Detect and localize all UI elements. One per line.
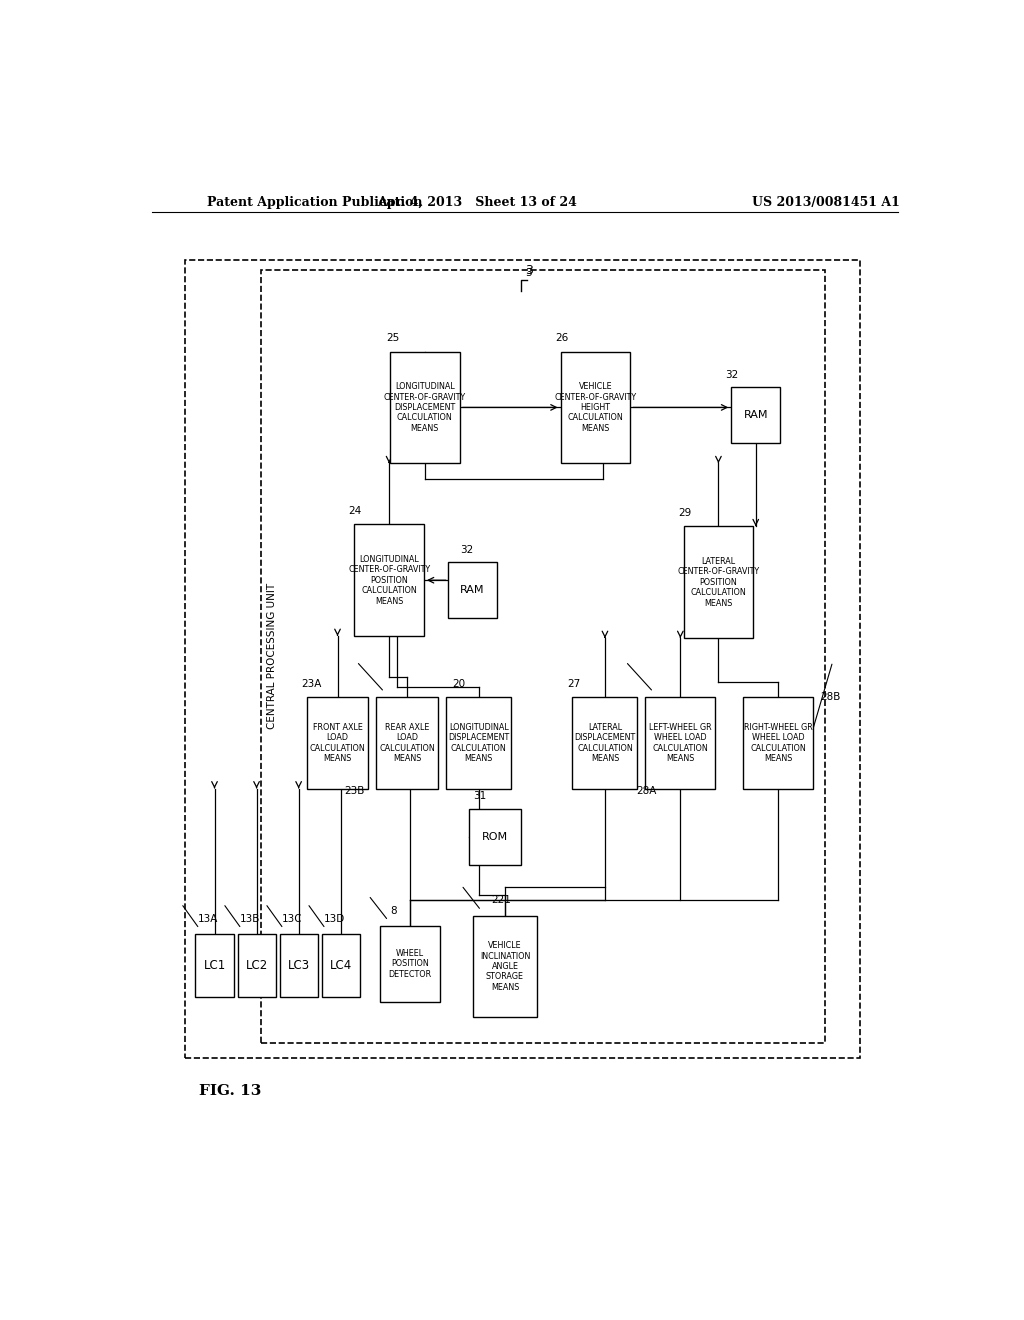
Text: 25: 25 bbox=[386, 334, 399, 343]
Text: 24: 24 bbox=[348, 506, 361, 516]
Text: VEHICLE
INCLINATION
ANGLE
STORAGE
MEANS: VEHICLE INCLINATION ANGLE STORAGE MEANS bbox=[480, 941, 530, 991]
Text: LC3: LC3 bbox=[288, 958, 309, 972]
Text: REAR AXLE
LOAD
CALCULATION
MEANS: REAR AXLE LOAD CALCULATION MEANS bbox=[380, 723, 435, 763]
Text: Patent Application Publication: Patent Application Publication bbox=[207, 195, 423, 209]
Text: 31: 31 bbox=[473, 791, 486, 801]
Bar bbox=[560, 351, 631, 463]
Text: LATERAL
CENTER-OF-GRAVITY
POSITION
CALCULATION
MEANS: LATERAL CENTER-OF-GRAVITY POSITION CALCU… bbox=[677, 557, 760, 607]
Text: FIG. 13: FIG. 13 bbox=[200, 1085, 262, 1098]
Bar bbox=[572, 697, 638, 788]
Bar bbox=[446, 697, 511, 788]
Bar bbox=[473, 916, 537, 1018]
Text: 28A: 28A bbox=[636, 785, 656, 796]
Bar bbox=[306, 697, 369, 788]
Text: 23A: 23A bbox=[301, 678, 322, 689]
Text: 32: 32 bbox=[726, 370, 739, 380]
Bar bbox=[238, 935, 275, 997]
Bar bbox=[322, 935, 359, 997]
Text: LC2: LC2 bbox=[246, 958, 267, 972]
Text: 26: 26 bbox=[555, 334, 568, 343]
Bar bbox=[196, 935, 233, 997]
Text: RAM: RAM bbox=[460, 585, 484, 595]
Text: WHEEL
POSITION
DETECTOR: WHEEL POSITION DETECTOR bbox=[388, 949, 432, 979]
Text: RIGHT-WHEEL GR
WHEEL LOAD
CALCULATION
MEANS: RIGHT-WHEEL GR WHEEL LOAD CALCULATION ME… bbox=[743, 723, 812, 763]
Text: 13D: 13D bbox=[324, 913, 345, 924]
Text: 3: 3 bbox=[524, 264, 532, 277]
Text: ROM: ROM bbox=[482, 832, 508, 842]
Text: 27: 27 bbox=[567, 678, 581, 689]
Bar bbox=[447, 562, 497, 618]
Text: FRONT AXLE
LOAD
CALCULATION
MEANS: FRONT AXLE LOAD CALCULATION MEANS bbox=[309, 723, 366, 763]
Bar bbox=[280, 935, 317, 997]
Bar bbox=[684, 527, 754, 638]
Text: 221: 221 bbox=[492, 895, 511, 906]
Bar bbox=[731, 387, 780, 444]
Text: LC4: LC4 bbox=[330, 958, 352, 972]
Bar bbox=[743, 697, 813, 788]
Bar bbox=[185, 260, 860, 1057]
Text: 13B: 13B bbox=[240, 913, 260, 924]
Text: 13C: 13C bbox=[282, 913, 302, 924]
Bar bbox=[390, 351, 460, 463]
Bar bbox=[377, 697, 438, 788]
Text: LONGITUDINAL
CENTER-OF-GRAVITY
POSITION
CALCULATION
MEANS: LONGITUDINAL CENTER-OF-GRAVITY POSITION … bbox=[348, 554, 430, 606]
Bar bbox=[354, 524, 424, 636]
Bar bbox=[469, 809, 521, 865]
Text: LEFT-WHEEL GR
WHEEL LOAD
CALCULATION
MEANS: LEFT-WHEEL GR WHEEL LOAD CALCULATION MEA… bbox=[649, 723, 712, 763]
Text: CENTRAL PROCESSING UNIT: CENTRAL PROCESSING UNIT bbox=[266, 583, 276, 730]
Bar bbox=[380, 925, 440, 1002]
Text: 28B: 28B bbox=[820, 692, 841, 702]
Text: Apr. 4, 2013   Sheet 13 of 24: Apr. 4, 2013 Sheet 13 of 24 bbox=[377, 195, 578, 209]
Text: LC1: LC1 bbox=[204, 958, 225, 972]
Text: VEHICLE
CENTER-OF-GRAVITY
HEIGHT
CALCULATION
MEANS: VEHICLE CENTER-OF-GRAVITY HEIGHT CALCULA… bbox=[554, 381, 637, 433]
Text: US 2013/0081451 A1: US 2013/0081451 A1 bbox=[753, 195, 900, 209]
Text: 32: 32 bbox=[460, 545, 473, 554]
Text: LONGITUDINAL
DISPLACEMENT
CALCULATION
MEANS: LONGITUDINAL DISPLACEMENT CALCULATION ME… bbox=[449, 723, 509, 763]
Text: 23B: 23B bbox=[345, 785, 365, 796]
Text: 13A: 13A bbox=[198, 913, 218, 924]
Text: 3: 3 bbox=[524, 268, 531, 279]
Text: 20: 20 bbox=[452, 678, 465, 689]
Bar bbox=[261, 271, 824, 1043]
Text: 29: 29 bbox=[678, 508, 691, 519]
Text: 8: 8 bbox=[390, 906, 396, 916]
Text: LATERAL
DISPLACEMENT
CALCULATION
MEANS: LATERAL DISPLACEMENT CALCULATION MEANS bbox=[574, 723, 636, 763]
Bar bbox=[645, 697, 716, 788]
Text: LONGITUDINAL
CENTER-OF-GRAVITY
DISPLACEMENT
CALCULATION
MEANS: LONGITUDINAL CENTER-OF-GRAVITY DISPLACEM… bbox=[384, 381, 466, 433]
Text: RAM: RAM bbox=[743, 411, 768, 420]
